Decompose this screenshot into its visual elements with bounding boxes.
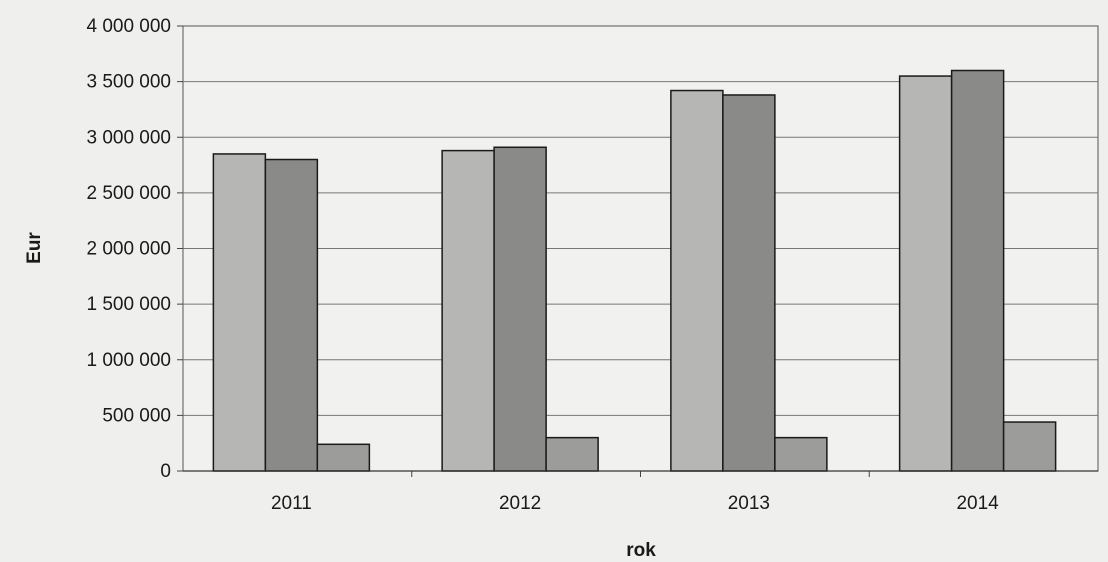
- bar-2014-series-1: [898, 75, 953, 472]
- y-tick-label: 500 000: [102, 405, 171, 426]
- bar-2013-series-1: [670, 89, 724, 472]
- bar-2013-series-2: [722, 94, 776, 472]
- y-tick-label: 3 000 000: [86, 127, 171, 148]
- x-axis-labels: 2011 2012 2013 2014: [271, 471, 999, 514]
- bar-2012-series-3: [545, 436, 599, 472]
- x-tick-label: 2012: [499, 493, 541, 514]
- bar-2012-series-2: [493, 146, 547, 472]
- y-axis-ticks: 0 500 000 1 000 000 1 500 000 2 000 000 2 500…: [86, 16, 183, 482]
- x-tick-label: 2014: [956, 493, 999, 514]
- y-tick-label: 3 500 000: [86, 72, 171, 93]
- y-axis-title: Eur: [24, 232, 45, 264]
- bar-2011-series-2: [264, 158, 319, 472]
- bars: [212, 69, 1057, 472]
- y-tick-label: 0: [160, 461, 171, 482]
- y-tick-label: 1 500 000: [86, 294, 171, 315]
- bar-2011-series-1: [212, 153, 267, 472]
- x-axis-title: rok: [626, 540, 656, 561]
- y-tick-label: 4 000 000: [86, 16, 171, 37]
- bar-2014-series-2: [950, 69, 1005, 472]
- bar-2012-series-1: [441, 149, 495, 472]
- bar-2011-series-3: [316, 443, 371, 472]
- x-tick-label: 2011: [271, 493, 312, 514]
- y-tick-label: 1 000 000: [86, 350, 171, 371]
- y-tick-label: 2 500 000: [86, 183, 171, 204]
- bar-2013-series-3: [774, 436, 828, 472]
- y-tick-label: 2 000 000: [86, 239, 171, 260]
- bar-2014-series-3: [1002, 421, 1057, 472]
- x-tick-label: 2013: [728, 493, 770, 514]
